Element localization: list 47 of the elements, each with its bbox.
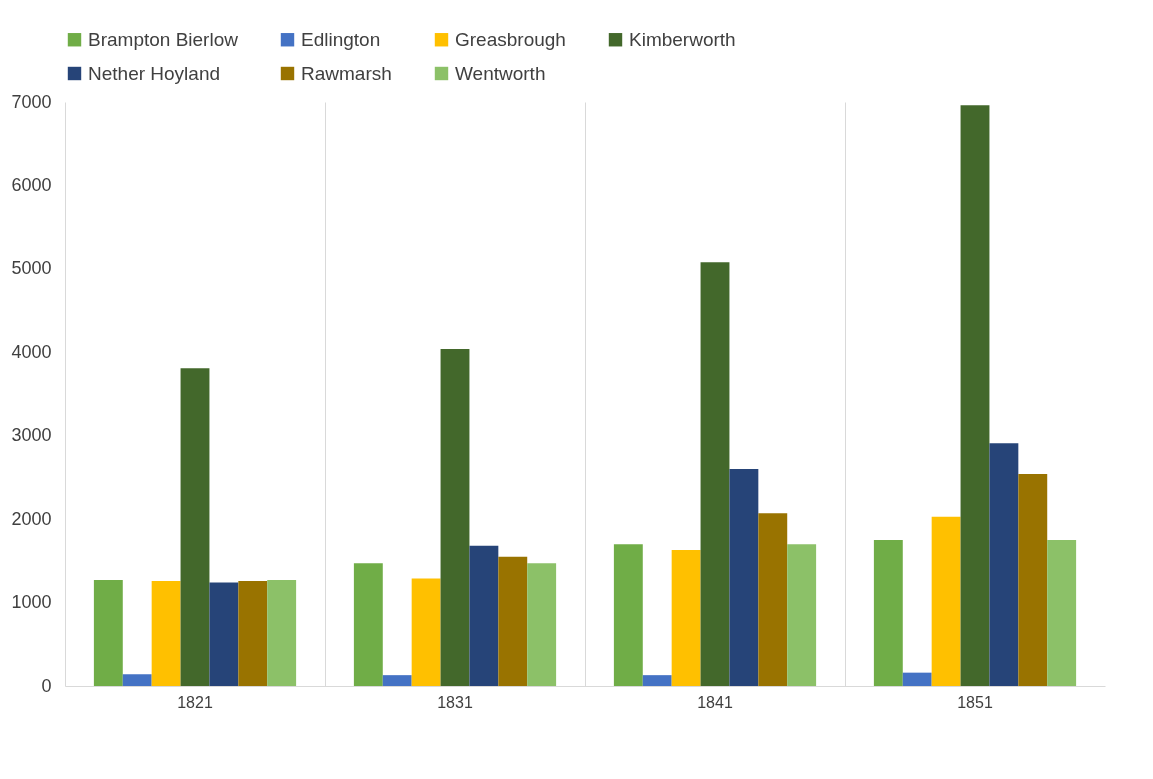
legend-label: Kimberworth [629, 28, 736, 50]
bar [1018, 474, 1048, 686]
y-tick-label: 1000 [11, 592, 52, 613]
bar [873, 540, 903, 686]
legend-label: Edlington [301, 28, 381, 50]
bar [931, 516, 961, 686]
bar [902, 672, 932, 686]
y-tick-label: 6000 [11, 174, 52, 195]
bar [729, 469, 759, 686]
bar [700, 262, 730, 686]
bar [353, 563, 383, 686]
x-tick-label: 1831 [437, 693, 473, 711]
legend-label: Greasbrough [455, 28, 566, 50]
bar [151, 580, 181, 686]
bar [498, 556, 528, 686]
legend-label: Nether Hoyland [88, 62, 221, 84]
bar [642, 675, 672, 686]
bar [527, 563, 557, 686]
bar [180, 368, 210, 686]
bar [613, 544, 643, 686]
bar [93, 580, 123, 686]
y-tick-label: 4000 [11, 341, 52, 362]
bar [787, 544, 817, 686]
legend-label: Rawmarsh [301, 62, 392, 84]
bar [411, 578, 441, 686]
y-tick-label: 0 [41, 675, 52, 696]
bar [469, 545, 499, 686]
bar [989, 443, 1019, 686]
bar [382, 675, 412, 686]
legend-label: Wentworth [455, 62, 546, 84]
bar [758, 513, 788, 686]
y-tick-label: 3000 [11, 425, 52, 446]
bar [209, 582, 239, 686]
bar [122, 674, 152, 686]
bar [671, 550, 701, 686]
legend-label: Brampton Bierlow [88, 28, 239, 50]
bar [960, 105, 990, 686]
bar [267, 580, 297, 686]
y-tick-label: 5000 [11, 258, 52, 279]
x-tick-label: 1851 [957, 693, 993, 711]
x-tick-label: 1841 [697, 693, 733, 711]
bar [238, 580, 268, 686]
y-tick-label: 7000 [11, 91, 52, 112]
y-tick-label: 2000 [11, 508, 52, 529]
bar [1047, 540, 1077, 686]
bar [440, 348, 470, 686]
x-tick-label: 1821 [177, 693, 213, 711]
